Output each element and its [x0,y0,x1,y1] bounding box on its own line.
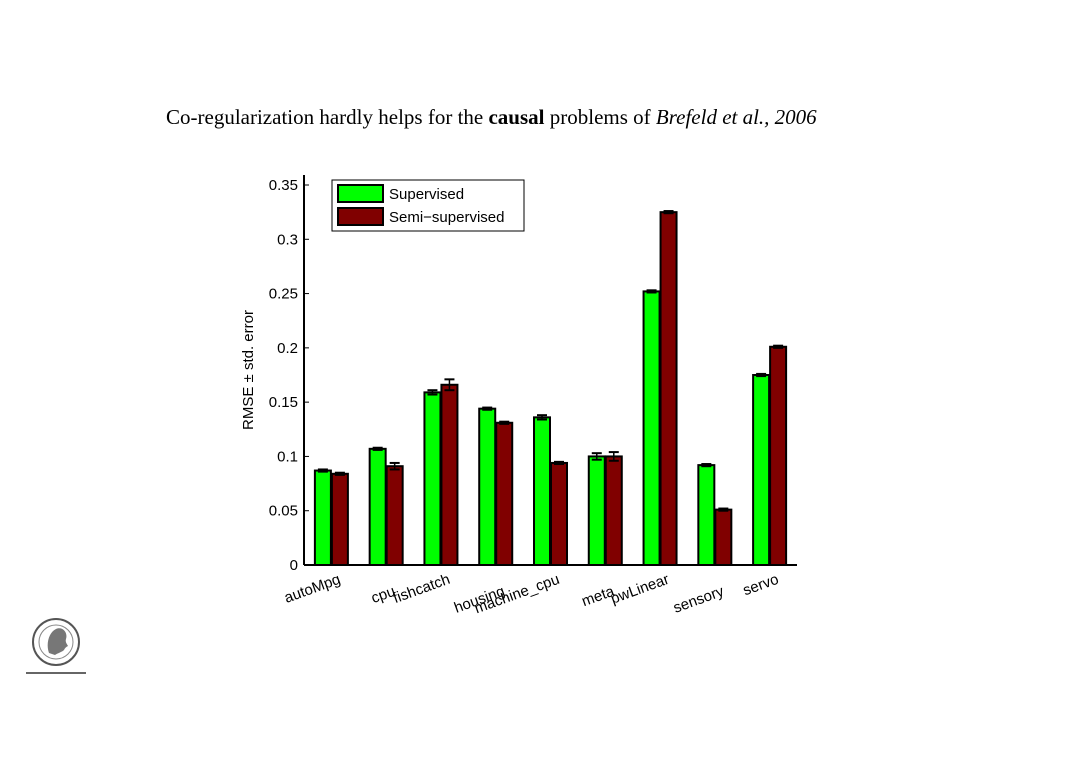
y-tick-label: 0 [290,557,298,574]
slide-title: Co-regularization hardly helps for the c… [166,105,817,130]
max-planck-logo [26,618,86,674]
bar-supervised [423,391,442,566]
legend-swatch [337,184,384,203]
slide-title-plain: Co-regularization hardly helps for the [166,105,489,129]
bar-semi-supervised [550,461,568,567]
y-tick-label: 0.05 [269,503,298,520]
bar-semi-supervised [714,508,733,566]
bars [313,210,788,567]
bar-semi-supervised [659,211,678,566]
y-tick-label: 0.35 [269,177,298,194]
x-tick-label: pwLinear [608,571,671,608]
bar-supervised [697,464,716,566]
bar-semi-supervised [385,465,404,567]
y-tick-label: 0.15 [269,394,298,411]
bar-supervised [587,455,606,566]
bar-supervised [642,290,661,566]
x-tick-label: servo [741,571,781,600]
bar-supervised [752,374,771,566]
bar-supervised [313,469,332,566]
y-tick-label: 0.3 [277,231,298,248]
legend-label: Semi−supervised [389,209,504,226]
slide-title-bold: causal [488,105,545,129]
bar-supervised [368,447,387,567]
legend-swatch [337,207,384,226]
y-tick-label: 0.2 [277,340,298,357]
bar-semi-supervised [440,383,459,566]
slide-title-mid: problems of [544,105,656,129]
bar-supervised [478,407,497,566]
slide-title-citation: Brefeld et al., 2006 [655,105,817,129]
bar-semi-supervised [330,472,349,566]
x-tick-label: sensory [671,583,727,617]
x-tick-label: fishcatch [391,571,452,607]
y-tick-label: 0.25 [269,286,298,303]
y-tick-label: 0.1 [277,448,298,465]
y-axis-ticks: 0 0.05 0.1 0.15 0.2 0.25 0.3 0.35 [269,177,309,574]
x-tick-label: autoMpg [282,571,343,607]
bar-semi-supervised [604,455,623,566]
bar-supervised [533,416,551,567]
bar-semi-supervised [769,345,788,566]
legend-label: Supervised [389,186,464,203]
y-axis-label: RMSE ± std. error [240,310,257,430]
legend: Supervised Semi−supervised [331,179,525,232]
bar-semi-supervised [495,421,514,566]
